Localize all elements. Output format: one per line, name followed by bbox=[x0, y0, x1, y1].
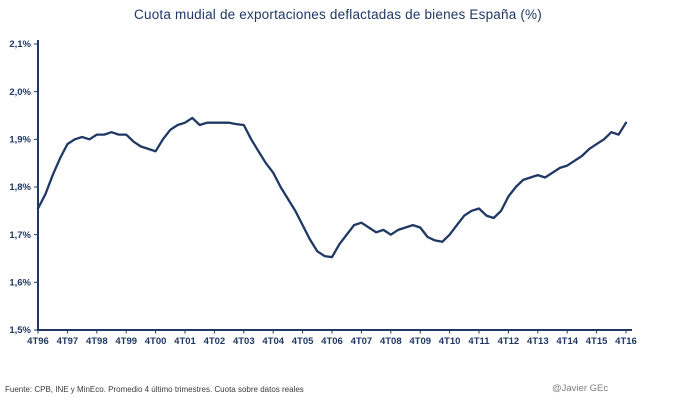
x-tick-label: 4T08 bbox=[380, 336, 402, 347]
x-tick-label: 4T07 bbox=[351, 336, 373, 347]
x-tick-label: 4T01 bbox=[174, 336, 196, 347]
data-series-line bbox=[36, 116, 628, 259]
y-tick-label: 1,7% bbox=[9, 230, 31, 241]
x-tick-label: 4T11 bbox=[468, 336, 490, 347]
x-tick-label: 4T16 bbox=[615, 336, 637, 347]
y-tick-label: 2,1% bbox=[9, 39, 31, 50]
x-tick-label: 4T97 bbox=[57, 336, 79, 347]
x-tick-label: 4T14 bbox=[556, 336, 578, 347]
y-tick-label: 1,8% bbox=[9, 182, 31, 193]
x-tick-label: 4T03 bbox=[233, 336, 255, 347]
x-tick-label: 4T98 bbox=[86, 336, 108, 347]
source-note: Fuente: CPB, INE y MinEco. Promedio 4 úl… bbox=[5, 385, 304, 394]
x-tick-label: 4T05 bbox=[292, 336, 314, 347]
x-tick-label: 4T99 bbox=[115, 336, 137, 347]
x-tick-label: 4T12 bbox=[498, 336, 520, 347]
y-tick-label: 1,9% bbox=[9, 135, 31, 146]
x-tick-label: 4T04 bbox=[262, 336, 284, 347]
x-tick-label: 4T02 bbox=[204, 336, 226, 347]
x-tick-label: 4T15 bbox=[586, 336, 608, 347]
credit-handle: @Javier GEc bbox=[552, 383, 609, 394]
x-tick-label: 4T00 bbox=[145, 336, 167, 347]
y-tick-label: 1,6% bbox=[9, 278, 31, 289]
x-tick-label: 4T06 bbox=[321, 336, 343, 347]
y-tick-label: 2,0% bbox=[9, 87, 31, 98]
x-tick-label: 4T96 bbox=[27, 336, 49, 347]
x-tick-label: 4T09 bbox=[409, 336, 431, 347]
x-tick-label: 4T13 bbox=[527, 336, 549, 347]
chart-title: Cuota mudial de exportaciones deflactada… bbox=[134, 7, 542, 22]
x-tick-label: 4T10 bbox=[439, 336, 461, 347]
y-tick-label: 1,5% bbox=[9, 325, 31, 336]
